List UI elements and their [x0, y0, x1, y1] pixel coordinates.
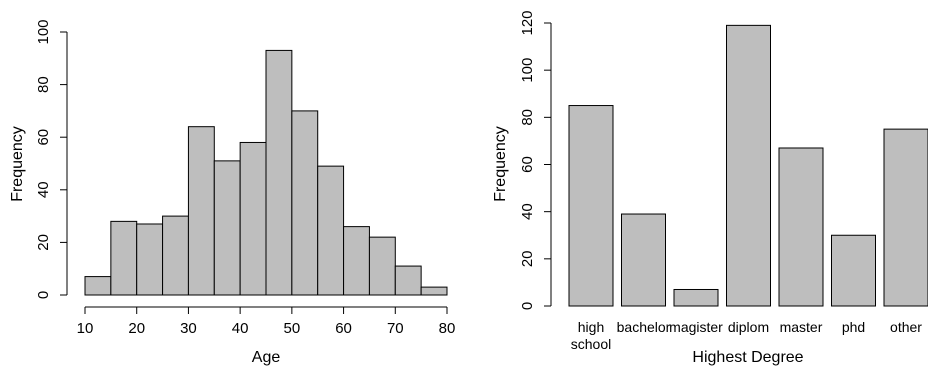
- category-label: high: [578, 319, 604, 335]
- histogram-bar: [110, 220, 138, 296]
- x-tick-label: 80: [439, 320, 456, 337]
- y-tick-label: 0: [519, 302, 536, 310]
- degree-bar: [726, 24, 771, 307]
- x-tick-label: 70: [387, 320, 404, 337]
- x-tick-label: 40: [232, 320, 249, 337]
- x-axis-title: Highest Degree: [692, 349, 803, 366]
- degree-bar: [883, 128, 928, 307]
- histogram-bar: [265, 49, 293, 296]
- degree-bar: [778, 147, 824, 307]
- histogram-bar: [368, 236, 396, 296]
- category-label: school: [571, 336, 611, 352]
- age-histogram-chart: 0 20 40 60 80 100 10 20 30 40 50 60 70 80 Age Frequency: [9, 19, 455, 366]
- y-tick-label: 60: [35, 129, 52, 146]
- histogram-bar: [162, 215, 189, 296]
- category-label: bachelor: [617, 319, 671, 335]
- degree-bar: [621, 213, 666, 307]
- x-tick-label: 50: [284, 320, 301, 337]
- histogram-bar: [394, 265, 422, 296]
- y-tick-label: 100: [35, 19, 52, 44]
- y-tick-label: 60: [519, 156, 536, 173]
- y-tick-label: 100: [519, 58, 536, 83]
- histogram-bar: [213, 160, 241, 296]
- category-label: other: [890, 319, 922, 335]
- category-label: phd: [842, 319, 865, 335]
- x-axis-title: Age: [252, 349, 281, 366]
- y-axis-title: Frequency: [492, 126, 509, 202]
- histogram-bar: [136, 223, 164, 296]
- degree-bar: [568, 105, 614, 307]
- degree-bar: [831, 234, 876, 307]
- y-tick-label: 80: [519, 109, 536, 126]
- degree-bar: [673, 288, 719, 307]
- y-axis-title: Frequency: [9, 126, 26, 202]
- histogram-bar: [239, 141, 267, 296]
- category-label: master: [780, 319, 823, 335]
- y-tick-label: 0: [35, 291, 52, 299]
- x-tick-label: 20: [128, 320, 145, 337]
- y-tick-label: 20: [519, 250, 536, 267]
- category-label: diplom: [728, 319, 769, 335]
- histogram-bar: [317, 165, 345, 296]
- histogram-bar: [420, 286, 448, 296]
- y-tick-label: 40: [35, 181, 52, 198]
- histogram-bar: [84, 276, 112, 296]
- y-tick-label: 120: [519, 10, 536, 35]
- category-label: magister: [669, 319, 723, 335]
- histogram-bar: [187, 126, 215, 296]
- histogram-bar: [343, 226, 370, 296]
- x-tick-label: 30: [180, 320, 197, 337]
- x-tick-label: 60: [335, 320, 352, 337]
- y-tick-label: 80: [35, 76, 52, 93]
- y-tick-label: 40: [519, 203, 536, 220]
- histogram-bar: [291, 110, 319, 296]
- y-tick-label: 20: [35, 234, 52, 251]
- x-tick-label: 10: [77, 320, 94, 337]
